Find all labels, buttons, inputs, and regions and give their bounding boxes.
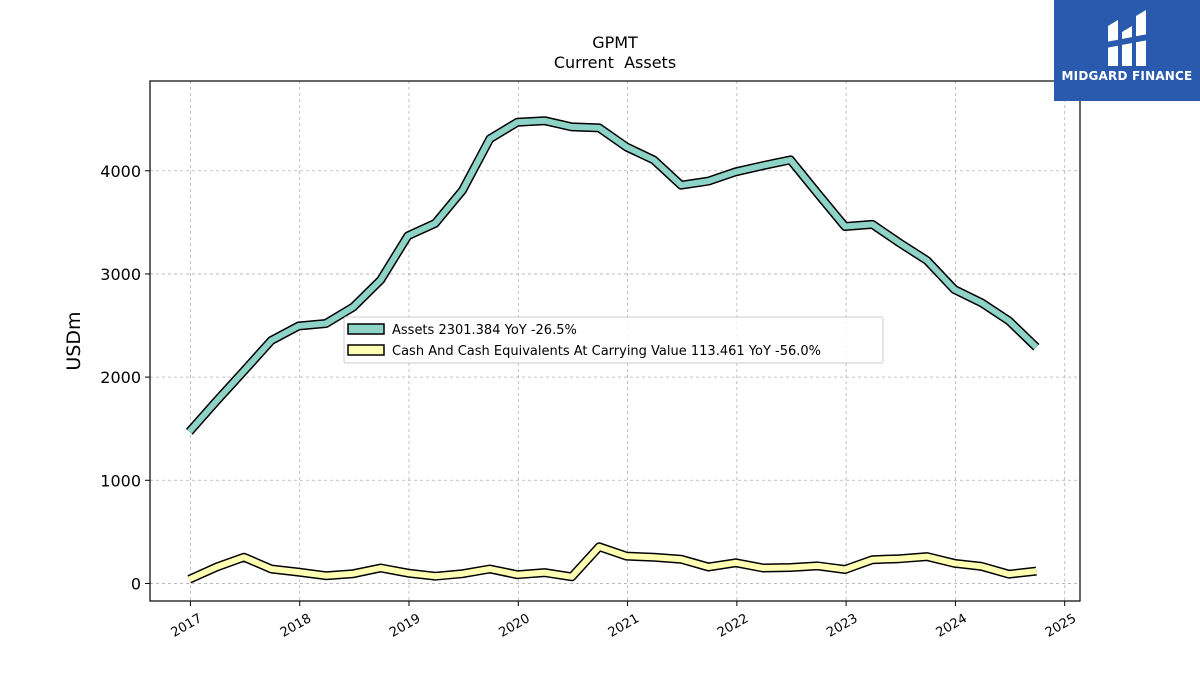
brand-logo: MIDGARD FINANCE (1054, 0, 1200, 101)
plot-frame (149, 80, 1081, 602)
y-tick-label: 1000 (100, 471, 141, 490)
grid-lines (150, 81, 1080, 601)
x-tick-label: 2021 (606, 611, 642, 641)
x-tick-label: 2023 (824, 611, 860, 641)
x-tick-label: 2020 (496, 611, 532, 641)
legend-box (343, 316, 884, 364)
axis-ticks: 0 1000 2000 3000 4000 2017 2018 2019 2020 2021 202… (100, 162, 1079, 641)
x-tick-label: 2025 (1043, 611, 1079, 641)
legend-swatch (347, 323, 385, 335)
y-tick-label: 0 (131, 574, 141, 593)
x-tick-label: 2022 (715, 611, 751, 641)
series-cash-line (187, 542, 1037, 584)
chart-subtitle: Current Assets (554, 53, 676, 72)
x-tick-label: 2019 (387, 611, 423, 641)
logo-text: MIDGARD FINANCE (1061, 69, 1193, 83)
x-tick-label: 2018 (278, 611, 314, 641)
y-axis-label: USDm (63, 311, 85, 370)
midgard-logo-icon (1106, 10, 1148, 66)
legend-swatch (347, 344, 385, 356)
series-layer (185, 116, 1040, 584)
series-outline (185, 116, 1040, 435)
y-tick-label: 4000 (100, 162, 141, 181)
series-line (188, 543, 1037, 583)
x-tick-label: 2024 (934, 611, 970, 641)
legend-label: Assets 2301.384 YoY -26.5% (392, 323, 577, 338)
legend: Assets 2301.384 YoY -26.5% Cash And Cash … (343, 316, 884, 364)
series-line (187, 117, 1039, 434)
series-assets-line (185, 116, 1040, 435)
chart-title: GPMT (592, 33, 638, 52)
y-tick-label: 3000 (100, 265, 141, 284)
y-tick-label: 2000 (100, 368, 141, 387)
x-tick-label: 2017 (169, 611, 205, 641)
legend-label: Cash And Cash Equivalents At Carrying Va… (392, 344, 821, 359)
